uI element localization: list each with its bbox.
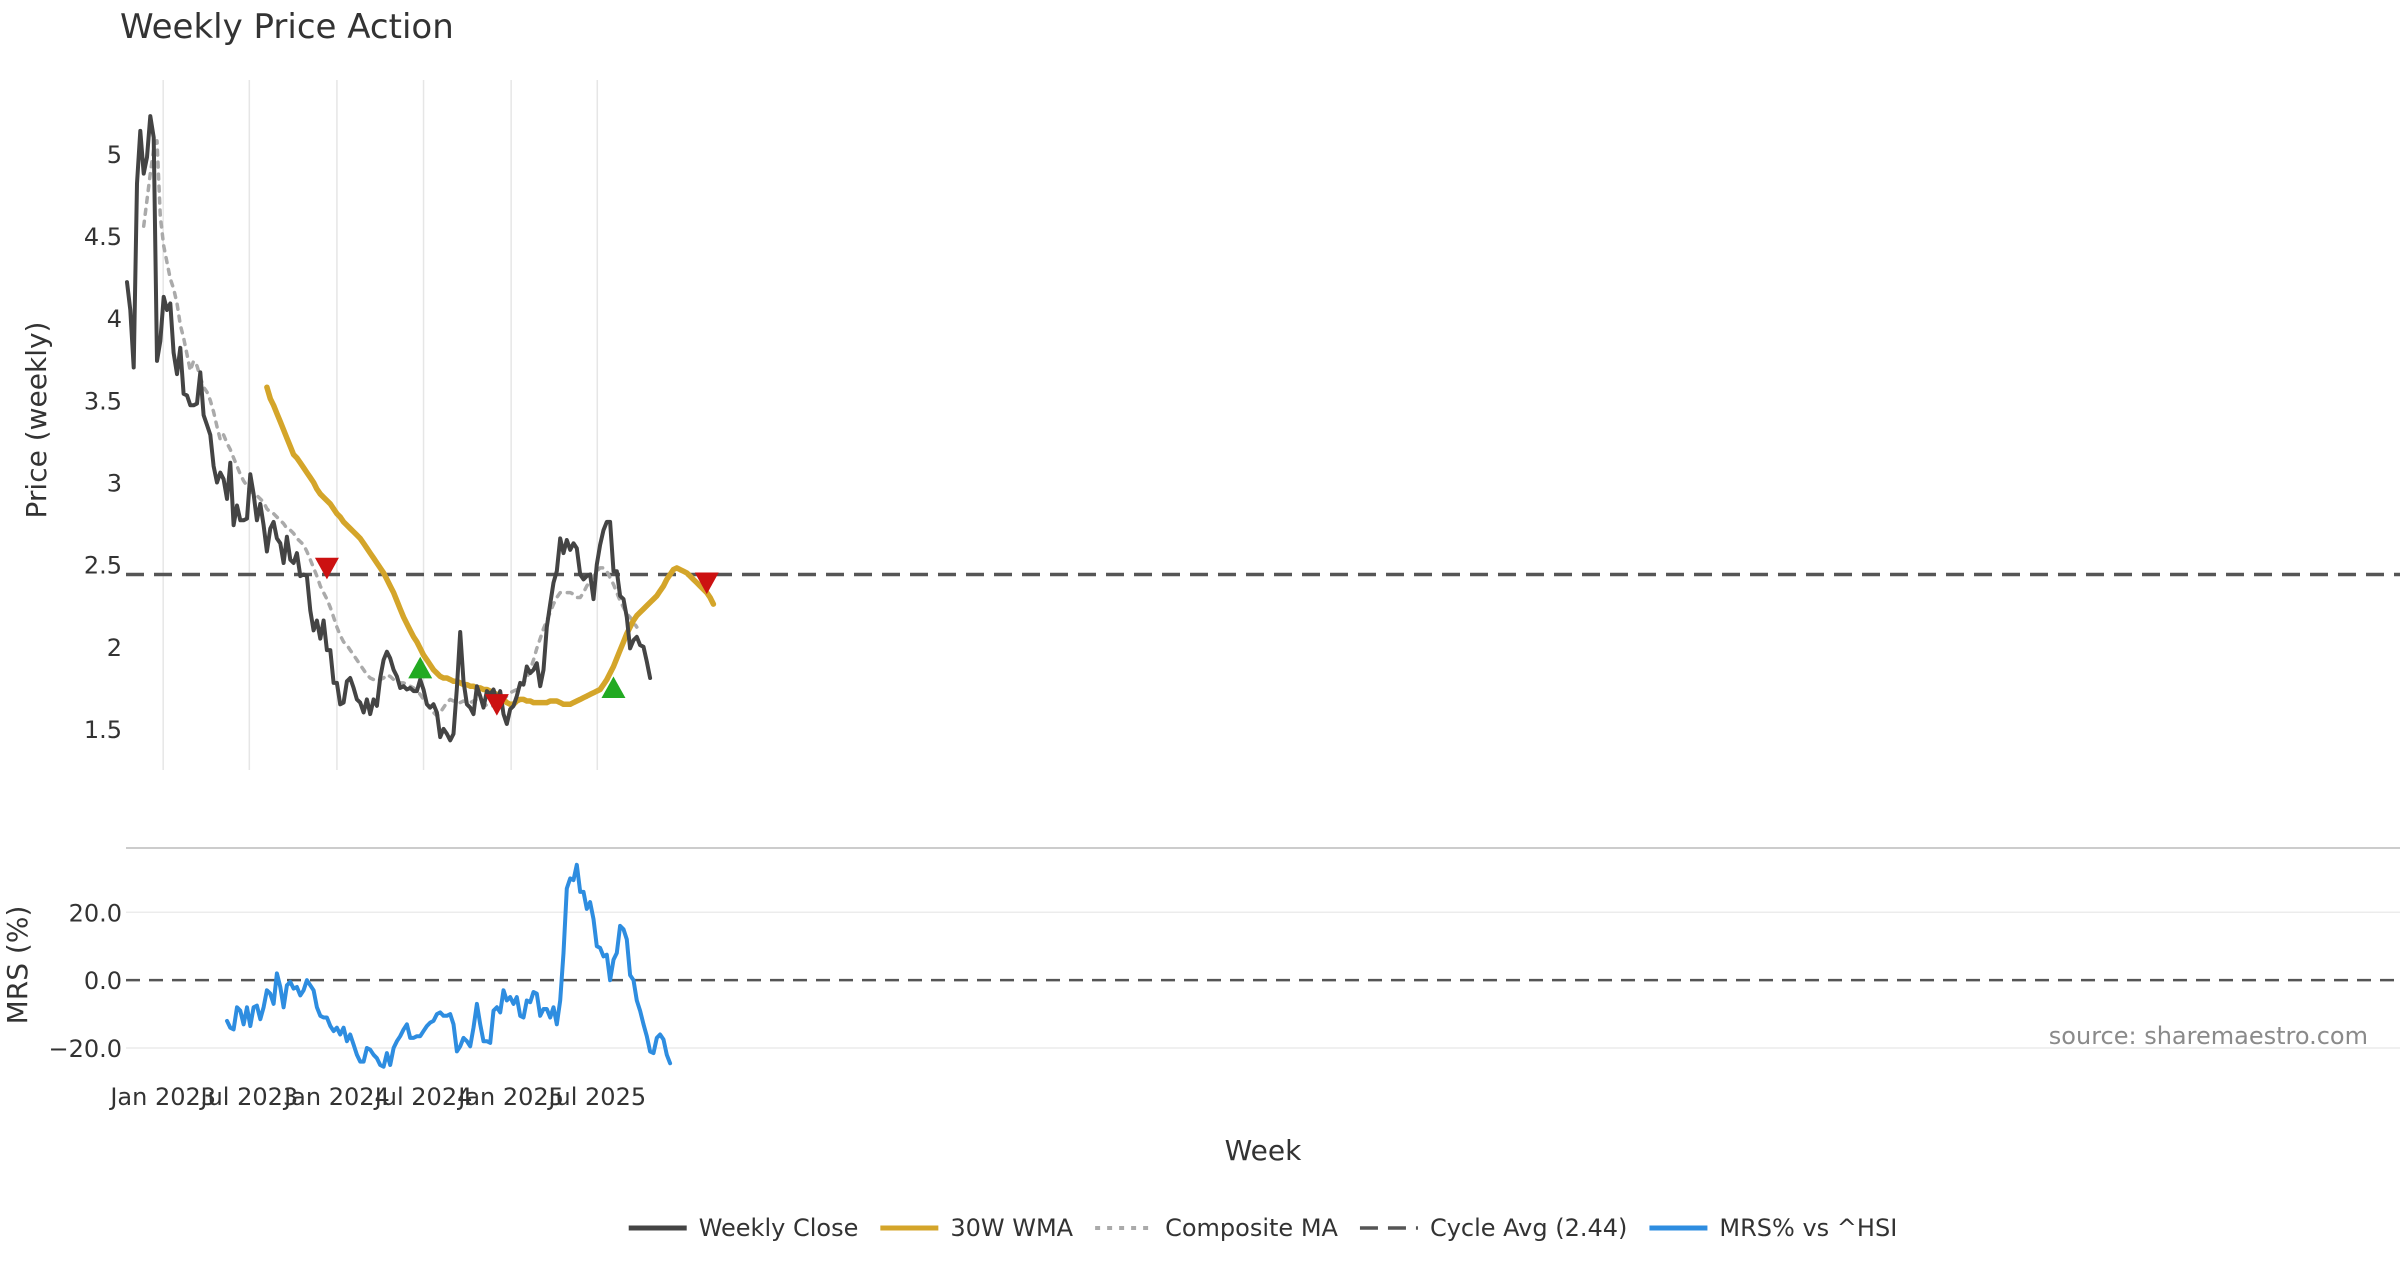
price-y-tick-label: 2.5 (84, 552, 122, 580)
price-y-tick-label: 4 (107, 305, 122, 333)
x-tick-label: Jul 2024 (373, 1083, 473, 1111)
mrs-y-ticks: −20.0 0.0 20.0 (48, 899, 122, 1063)
legend-label-2: Composite MA (1165, 1214, 1338, 1242)
price-y-tick-label: 1.5 (84, 716, 122, 744)
sell-signal-marker-4 (694, 572, 719, 595)
x-tick-label: Jan 2023 (108, 1083, 216, 1111)
price-y-tick-label: 3 (107, 470, 122, 498)
mrs-y-tick-label: 0.0 (84, 967, 122, 995)
chart-title: Weekly Price Action (120, 7, 454, 47)
mrs-series-group (225, 862, 673, 1069)
legend-label-1: 30W WMA (950, 1214, 1073, 1242)
source-watermark: source: sharemaestro.com (2049, 1022, 2368, 1050)
legend-label-0: Weekly Close (699, 1214, 859, 1242)
price-y-tick-label: 5 (107, 141, 122, 169)
legend-label-4: MRS% vs ^HSI (1719, 1214, 1897, 1242)
signal-markers (314, 557, 719, 716)
price-series-weekly-close (125, 114, 653, 743)
buy-signal-marker-1 (408, 656, 433, 679)
price-y-ticks: 1.5 2 2.5 3 3.5 4 4.5 5 (84, 141, 122, 744)
buy-signal-marker-3 (601, 676, 626, 699)
price-series-group (125, 114, 717, 743)
x-tick-label: Jul 2025 (546, 1083, 646, 1111)
legend: Weekly Close 30W WMA Composite MA Cycle Avg… (628, 1214, 1897, 1242)
mrs-y-tick-label: −20.0 (48, 1035, 122, 1063)
sell-signal-marker-0 (314, 557, 339, 580)
x-tick-label: Jul 2023 (198, 1083, 298, 1111)
x-tick-label: Jan 2024 (282, 1083, 390, 1111)
price-y-tick-label: 4.5 (84, 223, 122, 251)
x-tick-label: Jan 2025 (456, 1083, 564, 1111)
price-series-composite-ma (141, 139, 639, 718)
mrs-series-mrs-vs-hsi (225, 862, 673, 1069)
price-y-tick-label: 2 (107, 634, 122, 662)
legend-label-3: Cycle Avg (2.44) (1430, 1214, 1627, 1242)
mrs-gridlines (126, 911, 2400, 1049)
price-y-tick-label: 3.5 (84, 387, 122, 415)
reference-lines (126, 572, 2400, 982)
sell-signal-marker-2 (484, 694, 509, 716)
price-gridlines (162, 80, 599, 770)
price-y-axis-label: Price (weekly) (20, 322, 53, 519)
mrs-y-axis-label: MRS (%) (1, 906, 34, 1025)
x-axis-label: Week (1225, 1134, 1302, 1167)
mrs-y-tick-label: 20.0 (69, 899, 122, 927)
